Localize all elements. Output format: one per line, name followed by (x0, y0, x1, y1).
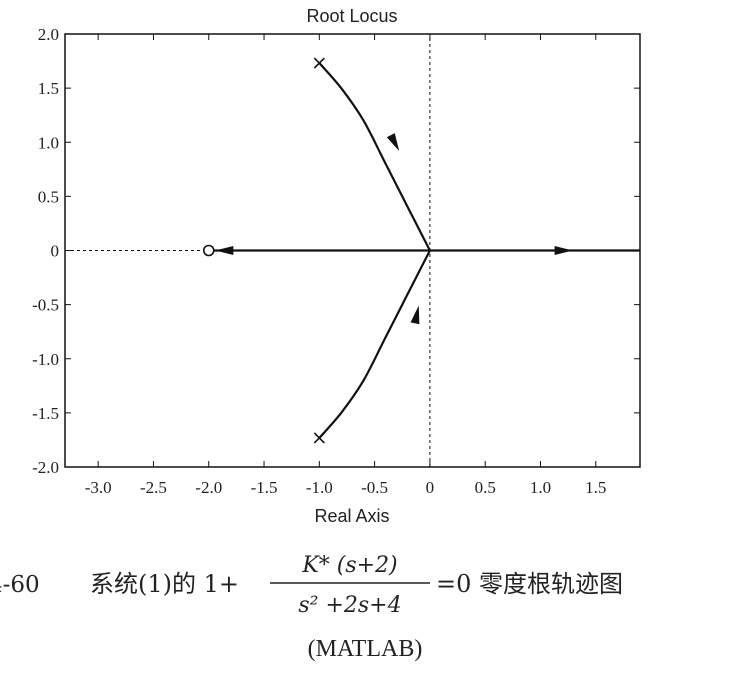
direction-arrow (554, 246, 573, 255)
y-tick-label: -0.5 (32, 296, 59, 315)
y-tick-label: 0 (51, 242, 60, 261)
direction-arrow (410, 305, 420, 325)
x-tick-label: 1.5 (585, 478, 606, 497)
caption-denominator: s² +2s+4 (298, 593, 401, 618)
zero-marker (202, 244, 215, 257)
pole-marker (313, 432, 325, 444)
y-tick-label: -2.0 (32, 458, 59, 477)
locus-branch (318, 249, 431, 439)
x-axis-title: Real Axis (314, 506, 389, 526)
x-tick-label: -1.5 (251, 478, 278, 497)
chart-title: Root Locus (306, 6, 397, 26)
locus-branches-layer (208, 62, 640, 439)
caption-text-after: =0 零度根轨迹图 (436, 570, 623, 598)
x-tick-label: -1.0 (306, 478, 333, 497)
x-tick-label: -0.5 (361, 478, 388, 497)
caption-text-before: 系统(1)的 1+ (90, 570, 239, 598)
figure-caption: 4-60 系统(1)的 1+ K* (s+2) s² +2s+4 =0 零度根轨… (0, 553, 623, 618)
y-tick-label: -1.0 (32, 350, 59, 369)
root-locus-chart: Root Locus -3.0 -2.5 -2.0 -1.5 -1.0 -0.5 0 0.5 1… (32, 6, 641, 526)
caption-figure-number: 4-60 (0, 572, 40, 598)
caption-sub: (MATLAB) (307, 636, 423, 662)
locus-branch (318, 62, 431, 252)
caption-numerator: K* (s+2) (301, 553, 397, 578)
x-tick-label: -2.5 (140, 478, 167, 497)
y-tick-label: 2.0 (38, 25, 59, 44)
y-tick-label: 1.5 (38, 79, 59, 98)
x-tick-label: -2.0 (195, 478, 222, 497)
x-tick-label: 0 (426, 478, 435, 497)
x-tick-label: 1.0 (530, 478, 551, 497)
direction-arrow (386, 133, 400, 152)
pole-zero-markers-layer (202, 57, 325, 444)
pole-marker (313, 57, 325, 69)
x-tick-label: 0.5 (475, 478, 496, 497)
tick-labels-layer: -3.0 -2.5 -2.0 -1.5 -1.0 -0.5 0 0.5 1.0 1.5 2.0 1.5… (32, 25, 606, 497)
tick-marks-layer (65, 33, 640, 468)
y-tick-label: -1.5 (32, 404, 59, 423)
direction-arrow (215, 246, 234, 255)
x-tick-label: -3.0 (85, 478, 112, 497)
y-tick-label: 1.0 (38, 133, 59, 152)
y-tick-label: 0.5 (38, 187, 59, 206)
